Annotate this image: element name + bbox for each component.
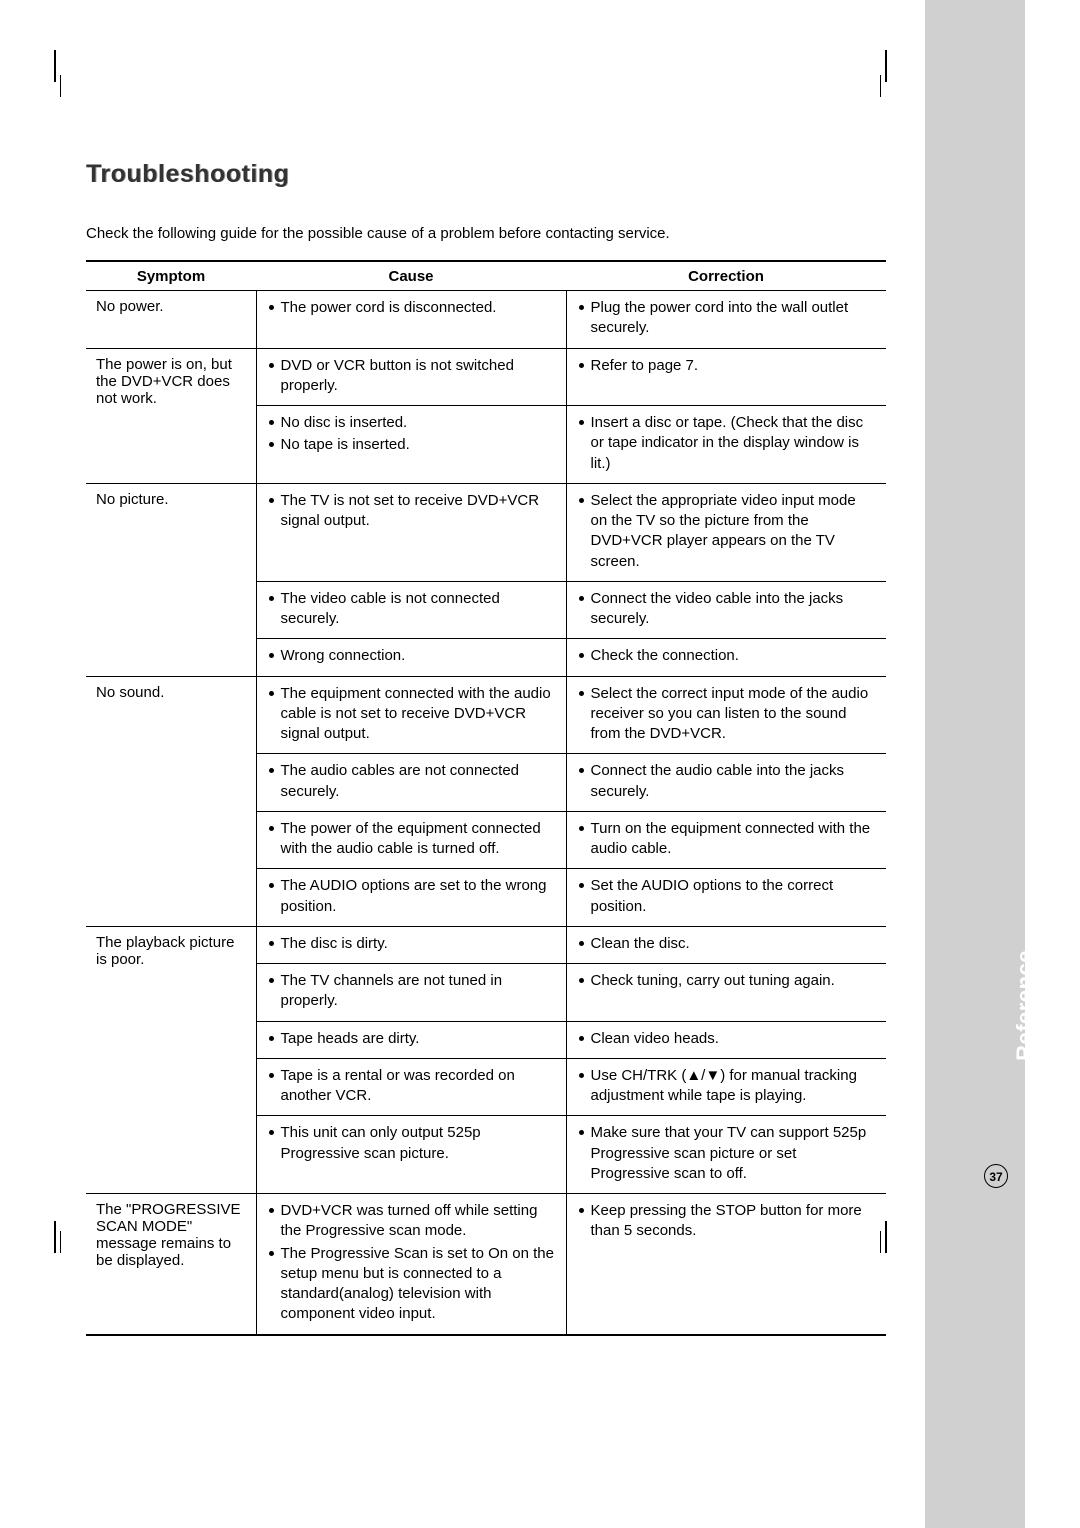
troubleshooting-table: Symptom Cause Correction No power.The po… xyxy=(86,260,886,1336)
correction-item: Check tuning, carry out tuning again. xyxy=(577,971,877,991)
symptom-cell: No power. xyxy=(86,291,256,349)
symptom-cell: The power is on, but the DVD+VCR does no… xyxy=(86,348,256,483)
table-row: The "PROGRESSIVE SCAN MODE" message rema… xyxy=(86,1194,886,1335)
correction-cell: Use CH/TRK (▲/▼) for manual tracking adj… xyxy=(566,1058,886,1116)
cause-item: The TV is not set to receive DVD+VCR sig… xyxy=(267,491,556,532)
symptom-cell: The playback picture is poor. xyxy=(86,926,256,1193)
cause-cell: No disc is inserted.No tape is inserted. xyxy=(256,406,566,484)
correction-cell: Turn on the equipment connected with the… xyxy=(566,811,886,869)
crop-mark xyxy=(60,75,61,97)
cause-item: The audio cables are not connected secur… xyxy=(267,761,556,802)
symptom-cell: No picture. xyxy=(86,483,256,676)
cause-item: No tape is inserted. xyxy=(267,435,556,455)
correction-cell: Check tuning, carry out tuning again. xyxy=(566,964,886,1022)
correction-cell: Select the correct input mode of the aud… xyxy=(566,676,886,754)
correction-item: Connect the audio cable into the jacks s… xyxy=(577,761,877,802)
crop-mark xyxy=(60,1231,61,1253)
correction-cell: Set the AUDIO options to the correct pos… xyxy=(566,869,886,927)
correction-item: Select the correct input mode of the aud… xyxy=(577,684,877,745)
table-row: No picture.The TV is not set to receive … xyxy=(86,483,886,581)
col-correction: Correction xyxy=(566,261,886,291)
correction-cell: Check the connection. xyxy=(566,639,886,676)
cause-item: Wrong connection. xyxy=(267,646,556,666)
correction-cell: Make sure that your TV can support 525p … xyxy=(566,1116,886,1194)
page-number: 37 xyxy=(984,1164,1008,1188)
crop-mark xyxy=(54,50,56,82)
cause-cell: The disc is dirty. xyxy=(256,926,566,963)
cause-cell: DVD+VCR was turned off while setting the… xyxy=(256,1194,566,1335)
page-title: Troubleshooting xyxy=(86,160,886,189)
correction-item: Clean the disc. xyxy=(577,934,877,954)
cause-cell: The video cable is not connected securel… xyxy=(256,581,566,639)
cause-cell: The power of the equipment connected wit… xyxy=(256,811,566,869)
cause-item: Tape heads are dirty. xyxy=(267,1029,556,1049)
correction-item: Turn on the equipment connected with the… xyxy=(577,819,877,860)
correction-item: Insert a disc or tape. (Check that the d… xyxy=(577,413,877,474)
cause-cell: DVD or VCR button is not switched proper… xyxy=(256,348,566,406)
cause-cell: Wrong connection. xyxy=(256,639,566,676)
side-tab-bg xyxy=(925,0,1025,1528)
table-header-row: Symptom Cause Correction xyxy=(86,261,886,291)
correction-item: Check the connection. xyxy=(577,646,877,666)
correction-item: Connect the video cable into the jacks s… xyxy=(577,589,877,630)
symptom-cell: The "PROGRESSIVE SCAN MODE" message rema… xyxy=(86,1194,256,1335)
cause-item: The AUDIO options are set to the wrong p… xyxy=(267,876,556,917)
correction-item: Keep pressing the STOP button for more t… xyxy=(577,1201,877,1242)
cause-item: DVD or VCR button is not switched proper… xyxy=(267,356,556,397)
cause-item: The disc is dirty. xyxy=(267,934,556,954)
table-row: No sound.The equipment connected with th… xyxy=(86,676,886,754)
cause-item: The equipment connected with the audio c… xyxy=(267,684,556,745)
cause-cell: This unit can only output 525p Progressi… xyxy=(256,1116,566,1194)
table-row: The power is on, but the DVD+VCR does no… xyxy=(86,348,886,406)
correction-cell: Clean the disc. xyxy=(566,926,886,963)
side-tab-label: Reference xyxy=(1012,950,1038,1061)
cause-item: The power cord is disconnected. xyxy=(267,298,556,318)
correction-cell: Clean video heads. xyxy=(566,1021,886,1058)
cause-cell: The equipment connected with the audio c… xyxy=(256,676,566,754)
crop-mark xyxy=(885,50,887,82)
page-content: Troubleshooting Check the following guid… xyxy=(86,160,886,1336)
table-row: The playback picture is poor.The disc is… xyxy=(86,926,886,963)
cause-cell: Tape is a rental or was recorded on anot… xyxy=(256,1058,566,1116)
cause-item: This unit can only output 525p Progressi… xyxy=(267,1123,556,1164)
correction-cell: Select the appropriate video input mode … xyxy=(566,483,886,581)
crop-mark xyxy=(54,1221,56,1253)
table-row: No power. The power cord is disconnected.… xyxy=(86,291,886,349)
cause-cell: The TV channels are not tuned in properl… xyxy=(256,964,566,1022)
intro-text: Check the following guide for the possib… xyxy=(86,225,886,242)
cause-item: The power of the equipment connected wit… xyxy=(267,819,556,860)
cause-item: Tape is a rental or was recorded on anot… xyxy=(267,1066,556,1107)
col-cause: Cause xyxy=(256,261,566,291)
correction-cell: Connect the audio cable into the jacks s… xyxy=(566,754,886,812)
correction-cell: Connect the video cable into the jacks s… xyxy=(566,581,886,639)
correction-item: Plug the power cord into the wall outlet… xyxy=(577,298,877,339)
col-symptom: Symptom xyxy=(86,261,256,291)
symptom-cell: No sound. xyxy=(86,676,256,926)
cause-cell: The power cord is disconnected. xyxy=(256,291,566,349)
cause-cell: The audio cables are not connected secur… xyxy=(256,754,566,812)
correction-item: Clean video heads. xyxy=(577,1029,877,1049)
cause-item: The TV channels are not tuned in properl… xyxy=(267,971,556,1012)
cause-item: The Progressive Scan is set to On on the… xyxy=(267,1244,556,1325)
correction-item: Use CH/TRK (▲/▼) for manual tracking adj… xyxy=(577,1066,877,1107)
cause-cell: Tape heads are dirty. xyxy=(256,1021,566,1058)
correction-cell: Plug the power cord into the wall outlet… xyxy=(566,291,886,349)
cause-cell: The AUDIO options are set to the wrong p… xyxy=(256,869,566,927)
correction-item: Refer to page 7. xyxy=(577,356,877,376)
correction-item: Set the AUDIO options to the correct pos… xyxy=(577,876,877,917)
correction-cell: Keep pressing the STOP button for more t… xyxy=(566,1194,886,1335)
correction-item: Select the appropriate video input mode … xyxy=(577,491,877,572)
cause-item: No disc is inserted. xyxy=(267,413,556,433)
cause-item: The video cable is not connected securel… xyxy=(267,589,556,630)
correction-cell: Refer to page 7. xyxy=(566,348,886,406)
crop-mark xyxy=(880,75,881,97)
cause-item: DVD+VCR was turned off while setting the… xyxy=(267,1201,556,1242)
correction-cell: Insert a disc or tape. (Check that the d… xyxy=(566,406,886,484)
correction-item: Make sure that your TV can support 525p … xyxy=(577,1123,877,1184)
cause-cell: The TV is not set to receive DVD+VCR sig… xyxy=(256,483,566,581)
